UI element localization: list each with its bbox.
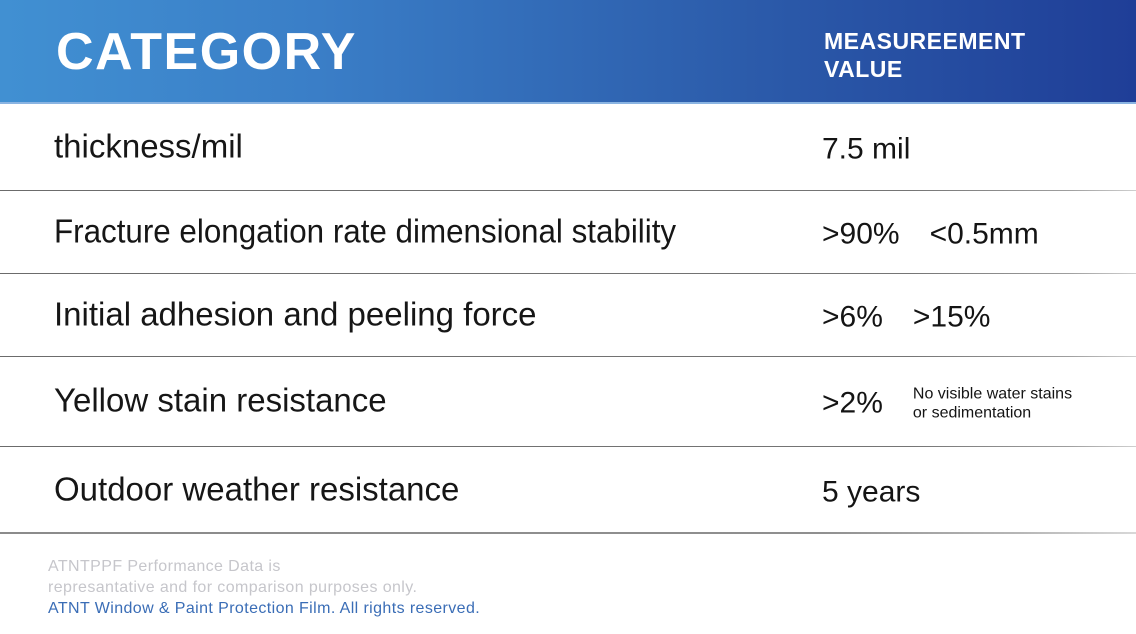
- footer-disclaimer: ATNTPPF Performance Data is represantati…: [48, 556, 480, 619]
- table-row-yellow-stain: Yellow stain resistance >2% No visible w…: [0, 357, 1136, 447]
- row-label: Outdoor weather resistance: [54, 469, 460, 507]
- row-separator: [0, 356, 1136, 357]
- measurement-value-line2: VALUE: [824, 56, 903, 82]
- disclaimer-line2: represantative and for comparison purpos…: [48, 579, 418, 596]
- row-label: Initial adhesion and peeling force: [54, 294, 537, 332]
- table-row-outdoor-weather: Outdoor weather resistance 5 years: [0, 447, 1136, 534]
- row-value-primary: >90%: [822, 216, 900, 250]
- row-separator: [0, 532, 1136, 534]
- row-values: >90% <0.5mm: [822, 217, 1039, 251]
- row-value-primary: 5 years: [822, 474, 921, 508]
- row-values: 5 years: [822, 475, 950, 509]
- disclaimer-line1: ATNTPPF Performance Data is: [48, 558, 281, 575]
- row-value-primary: >2%: [822, 386, 883, 420]
- row-separator: [0, 273, 1136, 274]
- row-value-secondary: <0.5mm: [929, 216, 1039, 250]
- copyright-line: ATNT Window & Paint Protection Film. All…: [48, 600, 481, 617]
- table-row-initial-adhesion: Initial adhesion and peeling force >6% >…: [0, 274, 1136, 357]
- row-values: >2% No visible water stains or sedimenta…: [822, 385, 1072, 423]
- category-column-header: CATEGORY: [56, 23, 357, 81]
- row-value-primary: 7.5 mil: [822, 131, 911, 165]
- table-row-thickness: thickness/mil 7.5 mil: [0, 104, 1136, 191]
- row-label: thickness/mil: [54, 126, 243, 164]
- table-header: CATEGORY MEASUREEMENT VALUE: [0, 0, 1136, 104]
- row-value-note: No visible water stains or sedimentation: [913, 385, 1072, 423]
- row-separator: [0, 446, 1136, 447]
- note-line2: or sedimentation: [912, 404, 1032, 422]
- note-line1: No visible water stains: [912, 385, 1073, 403]
- row-label: Yellow stain resistance: [54, 381, 387, 419]
- row-value-secondary: >15%: [912, 299, 991, 333]
- row-label: Fracture elongation rate dimensional sta…: [54, 211, 677, 249]
- measurement-value-line1: MEASUREEMENT: [824, 28, 1026, 54]
- row-separator: [0, 190, 1136, 191]
- row-values: >6% >15%: [822, 300, 990, 334]
- row-values: 7.5 mil: [822, 132, 940, 166]
- measurement-value-column-header: MEASUREEMENT VALUE: [824, 27, 1026, 83]
- row-value-primary: >6%: [822, 299, 883, 333]
- table-row-fracture-elongation: Fracture elongation rate dimensional sta…: [0, 191, 1136, 274]
